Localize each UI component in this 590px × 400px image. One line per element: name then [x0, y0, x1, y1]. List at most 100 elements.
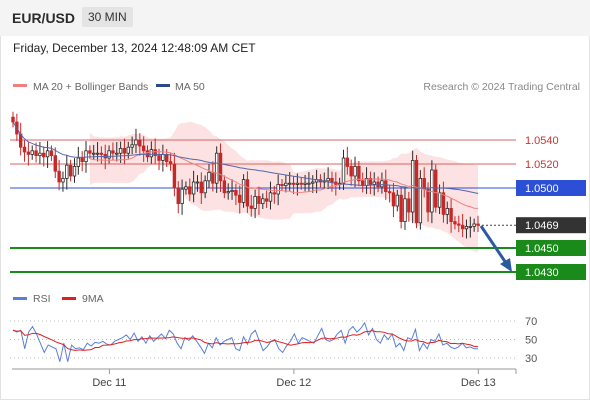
x-tick-label: Dec 11: [92, 377, 126, 389]
ma20-legend-swatch: [13, 84, 27, 87]
candle-down: [68, 164, 73, 177]
rsi-ma-legend-swatch: [62, 297, 76, 300]
symbol-label[interactable]: EUR/USD: [12, 10, 76, 26]
candle-down: [53, 155, 57, 172]
candle-down: [384, 180, 388, 193]
candle-up: [126, 146, 130, 154]
candle-down: [272, 192, 277, 195]
candle-up: [307, 182, 311, 185]
candle-down: [368, 177, 373, 185]
candle-down: [122, 147, 127, 154]
support-label-box: [516, 240, 586, 256]
candle-down: [111, 150, 115, 154]
forecast-arrow: [479, 225, 512, 272]
candle-up: [180, 188, 184, 204]
candle-down: [257, 195, 261, 204]
support-label-box: [516, 264, 586, 280]
candle-up: [403, 198, 407, 223]
candle-down: [330, 177, 334, 183]
candle-down: [176, 187, 180, 205]
support-label: 1.0450: [525, 243, 559, 255]
credit-text: Research © 2024 Trading Central: [423, 81, 580, 93]
bollinger-band: [89, 121, 479, 252]
ma50-legend-swatch: [156, 84, 170, 87]
candle-up: [226, 191, 230, 194]
candle-up: [184, 186, 188, 190]
candle-down: [345, 157, 350, 167]
candle-up: [45, 150, 50, 158]
candle-up: [191, 181, 196, 195]
candle-down: [264, 198, 269, 202]
candle-down: [357, 165, 361, 182]
candle-up: [372, 181, 376, 185]
candle-down: [157, 155, 161, 161]
candle-up: [437, 192, 442, 208]
candle-down: [141, 145, 146, 152]
candle-down: [449, 207, 453, 222]
candle-up: [472, 223, 476, 227]
rsi-line: [12, 321, 478, 362]
candle-up: [149, 149, 154, 158]
candle-down: [426, 188, 430, 213]
candle-up: [61, 177, 65, 183]
candle-up: [284, 182, 288, 186]
last-price-label: 1.0469: [525, 220, 559, 232]
candle-down: [188, 186, 192, 195]
rsi-ma-legend-label: 9MA: [82, 293, 104, 305]
candle-up: [72, 165, 77, 177]
candle-up: [326, 177, 330, 182]
rsi-level-label: 70: [525, 316, 537, 328]
rsi-legend-swatch: [13, 297, 27, 300]
candle-up: [30, 150, 34, 155]
candle-up: [303, 182, 307, 185]
candle-up: [276, 183, 280, 195]
candle-up: [418, 177, 423, 224]
candle-up: [130, 144, 134, 148]
candle-down: [42, 152, 46, 158]
candle-down: [11, 116, 15, 123]
candle-down: [26, 151, 31, 155]
candle-down: [414, 159, 419, 224]
ma50-line: [12, 121, 479, 194]
candle-down: [407, 198, 411, 213]
ma50-legend-label: MA 50: [175, 81, 205, 93]
candle-up: [214, 152, 219, 184]
candle-up: [38, 152, 42, 156]
ma20-legend-label: MA 20 + Bollinger Bands: [33, 81, 148, 93]
candle-down: [349, 165, 353, 177]
candle-up: [65, 164, 69, 179]
candle-down: [238, 194, 242, 203]
candle-up: [295, 182, 300, 185]
candle-down: [199, 181, 204, 194]
candle-down: [453, 221, 457, 225]
candle-down: [88, 150, 92, 154]
candle-up: [261, 198, 265, 205]
candle-down: [222, 180, 227, 194]
resistance-label: 1.0520: [525, 159, 559, 171]
timestamp: Friday, December 13, 2024 12:48:09 AM CE…: [13, 41, 256, 55]
candle-down: [218, 152, 223, 182]
candle-up: [395, 194, 399, 207]
candle-down: [153, 149, 157, 157]
pivot-label: 1.0500: [525, 183, 559, 195]
rsi-level-label: 50: [525, 335, 537, 347]
rsi-ma-line: [12, 329, 479, 351]
candle-up: [203, 180, 207, 194]
candle-down: [49, 150, 54, 157]
candle-down: [387, 191, 392, 194]
candle-down: [165, 153, 169, 162]
timeframe-button[interactable]: 30 MIN: [82, 7, 133, 27]
candle-down: [476, 223, 480, 226]
candle-down: [138, 139, 142, 147]
candle-up: [287, 182, 292, 185]
candle-down: [441, 192, 446, 215]
rsi-level-label: 30: [525, 353, 537, 365]
candle-down: [391, 192, 396, 207]
candle-up: [468, 225, 473, 228]
candle-up: [253, 195, 257, 209]
rsi-legend-label: RSI: [33, 293, 51, 305]
resistance-label: 1.0540: [525, 135, 559, 147]
candle-up: [380, 180, 384, 188]
support-label: 1.0430: [525, 267, 559, 279]
candle-up: [107, 150, 111, 159]
